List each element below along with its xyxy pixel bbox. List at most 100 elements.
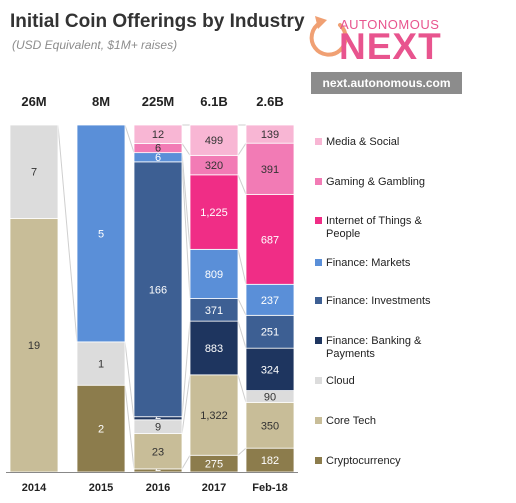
bar-segment-core-tech [9,218,59,473]
bar-value-label: 166 [149,284,167,296]
x-tick-label: 2017 [202,482,226,494]
bar-segment-cryptocurrency [76,384,126,473]
connector-line [237,298,247,316]
legend-label: Internet of Things & [326,215,422,227]
bar-value-label: 2 [98,424,104,436]
legend-swatch-finance-banking-payments [315,337,322,344]
legend-label: Media & Social [326,136,399,148]
connector-line [124,341,135,420]
bar-segment-media-social [189,124,239,156]
x-tick-label: 2016 [146,482,170,494]
legend-label: Gaming & Gambling [326,176,425,188]
connector-line [181,152,191,250]
bar-value-label: 237 [261,295,279,307]
bar-value-label: 1,225 [200,207,228,219]
legend-label: Finance: Markets [326,257,411,269]
bar-segment-internet-of-things-people [189,174,239,250]
bar-value-label: 139 [261,129,279,141]
connector-line [57,124,78,342]
brand-url[interactable]: next.autonomous.com [322,76,451,90]
connector-line [237,447,247,456]
chart-subtitle: (USD Equivalent, $1M+ raises) [12,38,178,52]
x-tick-label: 2014 [22,482,47,494]
bar-value-label: 275 [205,459,223,471]
bar-value-label: 12 [152,129,164,141]
bar-segment-finance-markets [76,124,126,343]
bar-total-label: 6.1B [200,94,227,109]
x-tick-label: 2015 [89,482,113,494]
bar-segment-media-social [245,124,295,144]
bar-value-label: 499 [205,135,223,147]
connector-line [181,161,191,299]
legend-swatch-media-social [315,138,322,145]
connector-line [181,374,191,434]
bar-value-label: 7 [31,167,37,179]
bar-value-label: 687 [261,234,279,246]
bar-segment-gaming-gambling [245,142,295,195]
bar-value-label: 371 [205,305,223,317]
bar-value-label: 350 [261,420,279,432]
x-tick-label: Feb-18 [252,482,287,494]
connector-line [237,320,247,349]
circular-arrow-icon [309,16,348,57]
legend-label: Finance: Banking & [326,335,422,347]
bar-segment-finance-investments [245,314,295,349]
bar-segment-finance-banking-payments [245,347,295,391]
bar-segment-cloud [9,124,59,219]
bar-total-label: 225M [142,94,175,109]
legend-swatch-cloud [315,377,322,384]
brand-word-top: AUTONOMOUS [340,17,440,32]
connector-line [237,142,247,156]
bar-segment-finance-markets [245,283,295,316]
legend-label: Finance: Investments [326,295,431,307]
bar-total-label: 2.6B [256,94,283,109]
bar-value-label: 883 [205,343,223,355]
bar-value-label: 1,322 [200,410,228,422]
bar-value-label: 251 [261,327,279,339]
legend-swatch-core-tech [315,417,322,424]
connector-line [237,174,247,195]
connector-line [181,143,191,156]
bar-segment-media-social [133,124,183,144]
bar-segment-internet-of-things-people [245,193,295,285]
connector-line [181,321,191,417]
legend-label: People [326,228,360,240]
bar-value-label: 809 [205,269,223,281]
bar-value-label: 320 [205,160,223,172]
bar-segment-finance-markets [189,248,239,299]
bar-segment-core-tech [189,374,239,456]
bar-value-label: 6 [155,143,161,155]
bar-segment-finance-banking-payments [189,320,239,376]
brand-word-big: NEXT [339,26,442,67]
bar-segment-finance-investments [133,161,183,418]
bar-total-label: 26M [21,94,46,109]
bar-value-label: 90 [264,391,276,403]
legend-label: Cryptocurrency [326,455,401,467]
bar-value-label: 324 [261,364,279,376]
brand-url-box[interactable]: next.autonomous.com [311,72,462,94]
legend-swatch-cryptocurrency [315,457,322,464]
bar-segment-core-tech [133,433,183,470]
connector-line [124,124,135,153]
legend-swatch-finance-markets [315,259,322,266]
bar-value-label: 391 [261,164,279,176]
connector-line [237,374,247,403]
legend-swatch-gaming-gambling [315,178,322,185]
legend-swatch-finance-investments [315,297,322,304]
legend-swatch-internet-of-things-people [315,217,322,224]
legend-label: Payments [326,348,375,360]
bar-value-label: 182 [261,455,279,467]
legend-label: Cloud [326,375,355,387]
legend-label: Core Tech [326,415,376,427]
bar-value-label: 5 [98,228,104,240]
bar-value-label: 6 [155,152,161,164]
chart-title: Initial Coin Offerings by Industry [10,11,305,32]
connector-line [124,385,135,469]
connector-line [181,455,191,470]
bar-value-label: 23 [152,446,164,458]
bar-value-label: 9 [155,422,161,434]
bar-value-label: 1 [98,359,104,371]
bar-total-label: 8M [92,94,110,109]
connector-line [237,249,247,285]
